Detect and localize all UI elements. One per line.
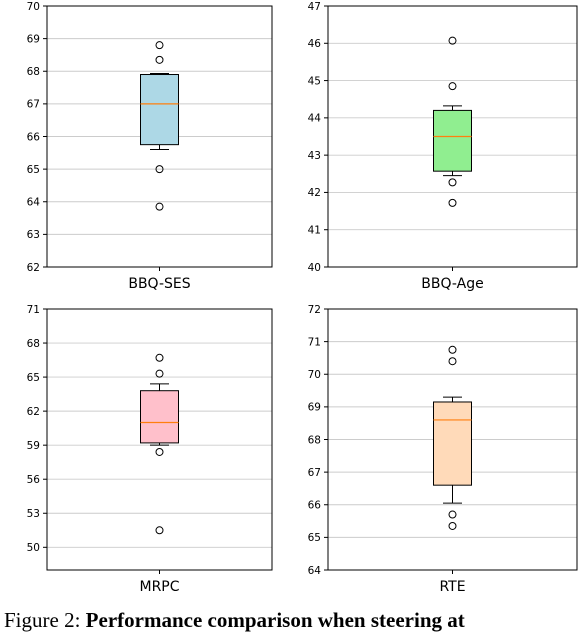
y-tick-label: 43 <box>308 150 321 162</box>
outlier-point <box>155 202 164 211</box>
y-tick-label: 45 <box>308 75 321 87</box>
panel-bbq-age: 40 41 42 43 44 45 46 47 BBQ-Age <box>308 1 578 292</box>
y-tick-label: 68 <box>27 66 40 78</box>
panel-bbq-ses: 62 63 64 65 66 67 68 69 70 BBQ-SES <box>27 1 273 292</box>
y-tick-label: 68 <box>308 434 321 446</box>
y-tick-label: 71 <box>27 304 40 316</box>
outlier-point <box>155 353 164 362</box>
outlier-point <box>155 41 164 50</box>
y-tick-label: 71 <box>308 336 321 348</box>
outlier-point <box>448 345 457 354</box>
outlier-point <box>448 510 457 519</box>
y-tick-label: 65 <box>308 532 321 544</box>
iqr-box <box>433 109 472 172</box>
y-tick-label: 69 <box>308 402 321 414</box>
figure-caption: Figure 2: Performance comparison when st… <box>4 608 465 633</box>
y-tick-label: 63 <box>27 229 40 241</box>
outlier-point <box>155 526 164 535</box>
x-tick-label: RTE <box>439 579 465 595</box>
y-tick-label: 62 <box>27 262 40 274</box>
iqr-box <box>140 390 179 444</box>
outlier-point <box>155 55 164 64</box>
outlier-point <box>155 447 164 456</box>
outlier-point <box>448 36 457 45</box>
x-tick-label: BBQ-SES <box>128 276 190 292</box>
caption-lead: Figure 2: <box>4 608 81 632</box>
y-tick-label: 65 <box>27 372 40 384</box>
iqr-box <box>140 74 179 146</box>
outlier-point <box>448 357 457 366</box>
iqr-box <box>433 401 472 486</box>
outlier-point <box>155 165 164 174</box>
y-tick-label: 69 <box>27 33 40 45</box>
outlier-point <box>448 521 457 530</box>
y-tick-label: 62 <box>27 406 40 418</box>
y-tick-label: 68 <box>27 338 40 350</box>
y-tick-label: 44 <box>308 113 322 125</box>
y-tick-label: 72 <box>308 304 321 316</box>
box-plot-figure: 62 63 64 65 66 67 68 69 70 BBQ-SES 40 41 42 43 44 45 46… <box>27 1 578 595</box>
y-tick-label: 46 <box>308 38 322 50</box>
outlier-point <box>448 178 457 187</box>
caption-title: Performance comparison when steering at <box>85 608 465 632</box>
y-tick-label: 67 <box>308 467 321 479</box>
y-tick-label: 70 <box>308 369 321 381</box>
y-tick-label: 41 <box>308 225 321 237</box>
y-tick-label: 42 <box>308 187 321 199</box>
y-tick-label: 40 <box>308 262 321 274</box>
outlier-point <box>448 198 457 207</box>
y-tick-label: 59 <box>27 440 40 452</box>
y-tick-label: 66 <box>308 500 322 512</box>
x-tick-label: BBQ-Age <box>421 276 483 292</box>
y-tick-label: 70 <box>27 1 40 13</box>
outlier-point <box>155 369 164 378</box>
y-tick-label: 66 <box>27 131 41 143</box>
y-tick-label: 50 <box>27 542 40 554</box>
y-tick-label: 56 <box>27 474 41 486</box>
x-tick-label: MRPC <box>139 579 179 595</box>
y-tick-label: 67 <box>27 99 40 111</box>
y-tick-label: 53 <box>27 508 40 520</box>
y-tick-label: 64 <box>27 197 41 209</box>
panel-mrpc: 50 53 56 59 62 65 68 71 MRPC <box>27 304 273 595</box>
panel-rte: 64 65 66 67 68 69 70 71 72 RTE <box>308 304 578 595</box>
y-tick-label: 47 <box>308 1 321 13</box>
outlier-point <box>448 82 457 91</box>
y-tick-label: 65 <box>27 164 40 176</box>
y-tick-label: 64 <box>308 565 322 577</box>
